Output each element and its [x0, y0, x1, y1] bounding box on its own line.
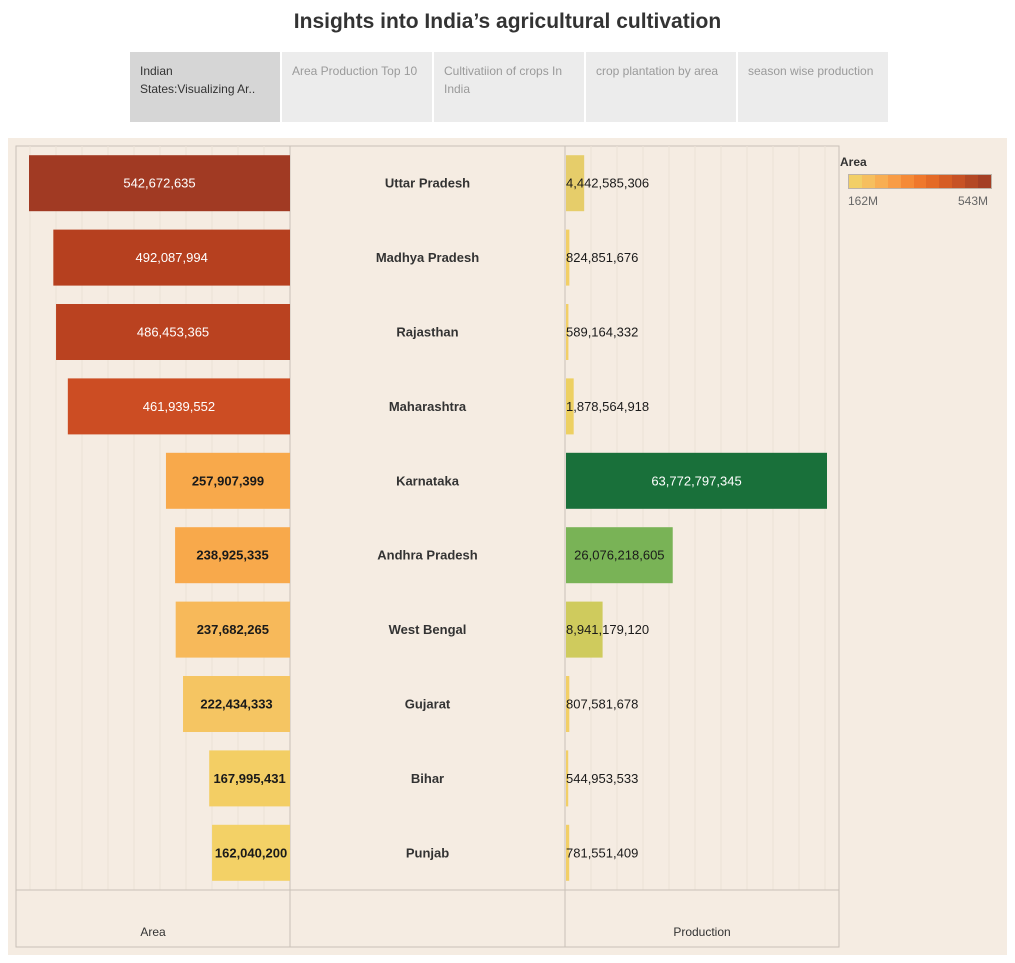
area-value-label: 542,672,635: [123, 176, 195, 191]
area-value-label: 492,087,994: [136, 250, 208, 265]
state-label: West Bengal: [389, 622, 467, 637]
legend-swatch: [861, 175, 875, 188]
production-bar: [566, 824, 570, 881]
area-bar: [175, 601, 290, 658]
legend-swatch: [913, 175, 927, 188]
area-value-label: 237,682,265: [197, 622, 269, 637]
state-label: Bihar: [411, 771, 444, 786]
production-bar: [566, 452, 827, 509]
production-value-label: 544,953,533: [566, 771, 638, 786]
area-value-label: 162,040,200: [215, 845, 287, 860]
state-label: Uttar Pradesh: [385, 176, 470, 191]
production-bar: [566, 304, 569, 360]
legend-swatch: [887, 175, 901, 188]
area-bar: [212, 824, 290, 881]
production-bar: [566, 601, 603, 658]
state-label: Rajasthan: [396, 325, 458, 340]
production-bar: [566, 155, 585, 212]
legend-max-label: 543M: [958, 194, 989, 208]
area-value-label: 238,925,335: [196, 548, 268, 563]
legend-swatch: [874, 175, 888, 188]
production-value-label: 63,772,797,345: [651, 473, 741, 488]
production-bar: [566, 527, 673, 584]
area-bar: [53, 229, 291, 286]
area-value-label: 257,907,399: [192, 473, 264, 488]
area-value-label: 167,995,431: [213, 771, 285, 786]
legend-swatch: [965, 175, 979, 188]
production-bar: [566, 676, 570, 732]
tab-cultivation-of-crops[interactable]: Cultivatiion of crops In India: [434, 52, 584, 122]
state-label: Karnataka: [396, 473, 460, 488]
area-bar: [67, 378, 290, 435]
legend-color-ramp: [848, 174, 992, 189]
dashboard-title: Insights into India’s agricultural culti…: [293, 10, 722, 33]
production-value-label: 8,941,179,120: [566, 622, 649, 637]
area-value-label: 222,434,333: [200, 697, 272, 712]
state-label: Madhya Pradesh: [376, 250, 479, 265]
chart-frame: [15, 145, 840, 948]
tab-indian-states[interactable]: Indian States:Visualizing Ar..: [130, 52, 280, 122]
production-axis-label: Production: [673, 925, 730, 939]
area-bar: [175, 527, 290, 584]
legend-swatch: [900, 175, 914, 188]
legend-swatch: [939, 175, 953, 188]
production-bar: [566, 378, 574, 435]
legend-swatch: [978, 175, 991, 188]
area-bar: [183, 676, 290, 732]
production-value-label: 781,551,409: [566, 845, 638, 860]
state-label: Maharashtra: [389, 399, 467, 414]
area-bar: [29, 155, 290, 212]
area-bar: [56, 304, 291, 360]
production-value-label: 807,581,678: [566, 697, 638, 712]
tab-area-production-top-10[interactable]: Area Production Top 10: [282, 52, 432, 122]
production-value-label: 26,076,218,605: [574, 548, 664, 563]
production-value-label: 4,442,585,306: [566, 176, 649, 191]
production-bar: [566, 229, 570, 286]
state-label: Punjab: [406, 845, 449, 860]
tab-crop-plantation-by-area[interactable]: crop plantation by area: [586, 52, 736, 122]
production-bar: [566, 750, 569, 807]
state-label: Gujarat: [405, 697, 451, 712]
production-value-label: 1,878,564,918: [566, 399, 649, 414]
area-value-label: 486,453,365: [137, 325, 209, 340]
legend-title: Area: [840, 155, 867, 169]
legend-swatch: [926, 175, 940, 188]
legend-swatch: [849, 175, 862, 188]
area-bar: [165, 452, 290, 509]
area-axis-label: Area: [140, 925, 166, 939]
legend-swatch: [952, 175, 966, 188]
production-value-label: 824,851,676: [566, 250, 638, 265]
tab-season-wise-production[interactable]: season wise production: [738, 52, 888, 122]
area-bar: [209, 750, 290, 807]
state-label: Andhra Pradesh: [377, 548, 477, 563]
area-color-legend: Area 162M 543M: [840, 155, 1000, 208]
legend-min-label: 162M: [848, 194, 879, 208]
production-value-label: 589,164,332: [566, 325, 638, 340]
area-value-label: 461,939,552: [143, 399, 215, 414]
